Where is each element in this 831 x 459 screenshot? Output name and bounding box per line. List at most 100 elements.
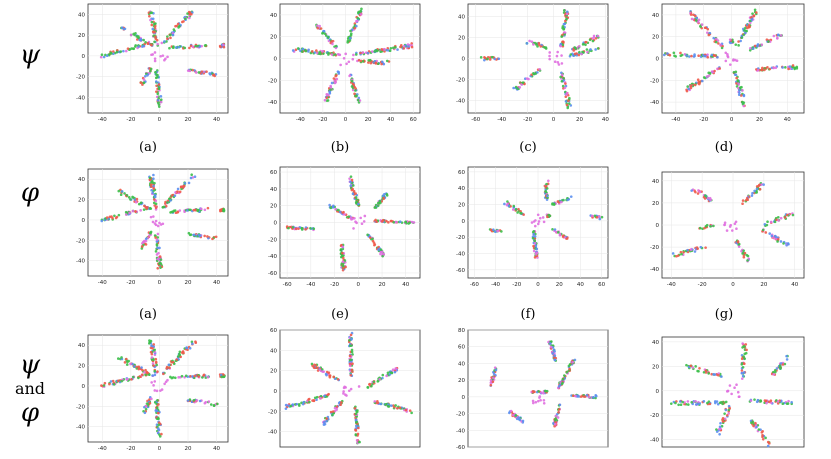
scatter-point	[728, 225, 732, 228]
scatter-point	[489, 383, 493, 387]
scatter-point	[342, 386, 346, 390]
scatter-point	[190, 12, 193, 16]
scatter-point	[152, 343, 156, 346]
scatter-point	[565, 12, 569, 16]
scatter-point	[378, 378, 381, 381]
scatter-point	[704, 369, 708, 372]
scatter-point	[779, 240, 783, 243]
scatter-point	[163, 58, 166, 62]
scatter-point	[534, 400, 538, 404]
scatter-point	[741, 374, 745, 378]
scatter-point	[148, 401, 152, 405]
scatter-point	[404, 44, 408, 47]
scatter-point	[700, 79, 704, 83]
scatter-point	[494, 368, 498, 372]
scatter-point	[592, 396, 595, 399]
scatter-point	[161, 54, 165, 57]
scatter-point	[155, 406, 159, 409]
scatter-point	[739, 39, 742, 43]
scatter-point	[726, 389, 730, 393]
scatter-point	[148, 14, 151, 18]
scatter-point	[328, 374, 331, 378]
scatter-point	[784, 66, 787, 69]
scatter-point	[779, 34, 783, 37]
y-tick-label: 80	[458, 328, 465, 334]
scatter-point	[517, 207, 520, 211]
scatter-point	[188, 208, 191, 212]
scatter-point	[351, 353, 354, 356]
scatter-point	[331, 410, 335, 413]
scatter-point	[546, 215, 549, 219]
scatter-point	[169, 36, 172, 40]
scatter-point	[385, 48, 389, 52]
scatter-point	[521, 419, 525, 423]
scatter-point	[187, 181, 191, 185]
y-tick-label: 0	[656, 223, 660, 229]
scatter-point	[407, 45, 410, 48]
scatter-point	[685, 54, 688, 57]
scatter-point	[149, 67, 153, 71]
scatter-point	[717, 373, 720, 377]
scatter-point	[150, 381, 153, 384]
x-tick-label: 40	[387, 117, 394, 123]
scatter-point	[719, 43, 722, 47]
scatter-point	[410, 45, 414, 49]
scatter-point	[676, 254, 680, 257]
scatter-point	[553, 228, 557, 231]
scatter-point	[712, 373, 715, 376]
scatter-point	[153, 193, 157, 197]
scatter-point	[766, 220, 769, 223]
x-tick-label: -40	[98, 280, 107, 286]
scatter-point	[375, 220, 378, 224]
scatter-point	[346, 37, 350, 40]
scatter-point	[219, 208, 222, 212]
scatter-point	[352, 83, 356, 87]
scatter-point	[149, 215, 153, 219]
scatter-point	[134, 200, 138, 204]
scatter-point	[737, 40, 740, 43]
scatter-point	[775, 218, 778, 222]
scatter-point	[318, 24, 322, 28]
scatter-point	[352, 189, 356, 193]
scatter-point	[733, 386, 736, 390]
scatter-point	[152, 384, 155, 387]
scatter-point	[714, 40, 718, 44]
scatter-point	[715, 430, 719, 433]
scatter-point	[329, 88, 332, 91]
scatter-point	[149, 183, 153, 186]
scatter-point	[132, 47, 136, 51]
scatter-point	[158, 246, 161, 250]
y-tick-label: 40	[78, 12, 85, 18]
scatter-point	[666, 52, 669, 55]
scatter-point	[731, 229, 734, 232]
scatter-point	[284, 407, 288, 410]
scatter-point	[105, 216, 109, 219]
x-tick-label: -20	[126, 117, 135, 123]
scatter-point	[134, 44, 137, 47]
scatter-point	[342, 256, 345, 260]
scatter-point	[329, 85, 333, 89]
scatter-point	[679, 403, 683, 407]
scatter-point	[740, 377, 744, 380]
scatter-point	[732, 71, 736, 74]
scatter-point	[595, 216, 599, 219]
x-tick-label: 20	[576, 117, 583, 123]
plot-frame	[661, 336, 805, 448]
scatter-point	[133, 365, 136, 368]
scatter-point	[191, 375, 194, 378]
scatter-point	[150, 53, 153, 57]
scatter-point	[774, 235, 778, 239]
scatter-point	[142, 81, 146, 85]
scatter-point	[176, 187, 180, 191]
scatter-point	[412, 221, 416, 224]
y-tick-label: -40	[650, 267, 659, 273]
scatter-point	[122, 27, 126, 31]
scatter-point	[507, 204, 511, 208]
scatter-point	[171, 360, 175, 364]
scatter-point	[330, 40, 333, 43]
scatter-point	[111, 379, 115, 383]
caption-f: (f)	[520, 307, 536, 322]
scatter-point	[206, 206, 210, 210]
scatter-point	[187, 231, 191, 235]
scatter-point	[723, 417, 727, 421]
